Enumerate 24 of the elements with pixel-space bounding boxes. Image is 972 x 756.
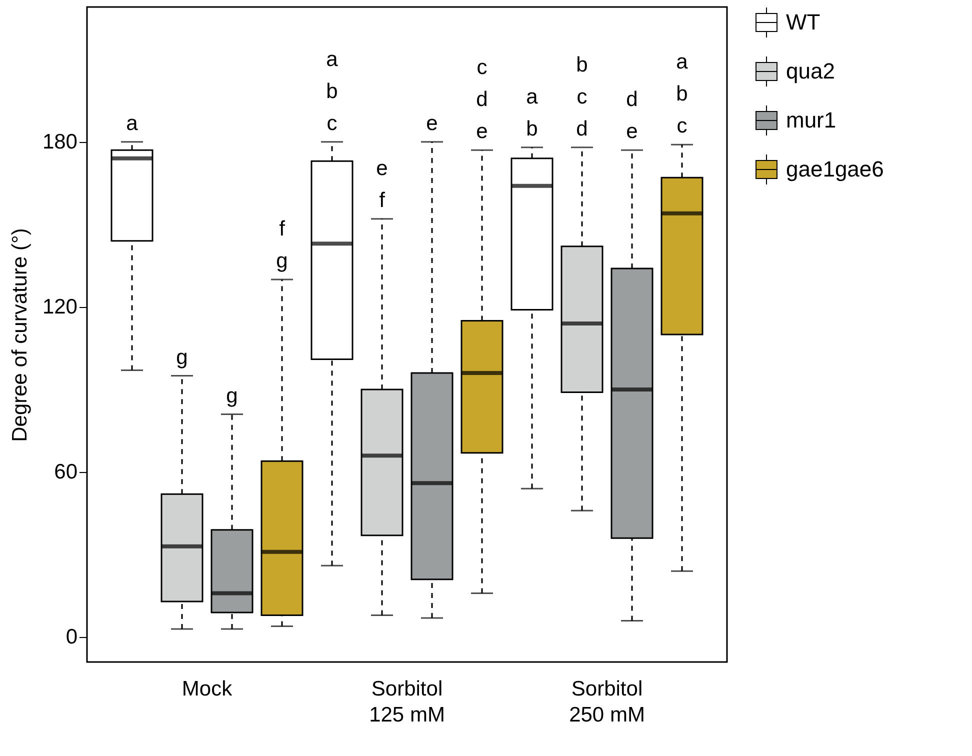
text: d e — [626, 88, 638, 144]
annotation: a — [126, 112, 138, 135]
text: a b c — [676, 50, 688, 138]
y-axis-title: Degree of curvature (°) — [8, 228, 32, 442]
text: b c d — [576, 53, 588, 140]
legend-label: qua2 — [786, 58, 835, 84]
annotation: g — [176, 346, 188, 369]
legend-label: WT — [786, 10, 820, 34]
legend-label: mur1 — [786, 108, 836, 132]
legend-label: gae1gae6 — [786, 156, 884, 182]
text: f g — [276, 217, 288, 272]
y-tick-label: 180 — [42, 130, 78, 154]
text: e f — [376, 156, 388, 212]
annotation: e — [426, 112, 438, 135]
y-tick-label: 60 — [54, 460, 78, 484]
annotation: g — [226, 384, 238, 408]
text: a b — [526, 85, 538, 140]
x-tick-label: Sorbitol 250 mM — [569, 678, 645, 726]
y-tick-label: 120 — [42, 295, 78, 318]
x-tick-label: Mock — [182, 678, 233, 700]
x-tick-label: Sorbitol 125 mM — [369, 678, 445, 726]
text: a b c — [326, 48, 338, 135]
text: c d e — [476, 56, 488, 144]
y-tick-label: 0 — [66, 626, 78, 649]
